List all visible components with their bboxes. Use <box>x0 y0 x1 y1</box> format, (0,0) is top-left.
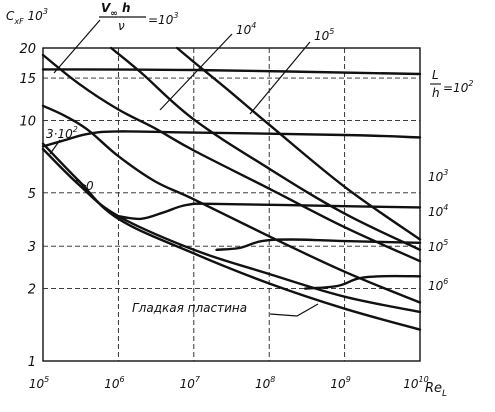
label-lh4-exp: 4 <box>443 203 448 212</box>
series-line-Lh_1e6 <box>304 274 422 290</box>
y-tick-label: 20 <box>19 42 36 57</box>
curves <box>41 46 422 331</box>
label-vh-nu: ν <box>118 19 125 33</box>
svg-text:ReL: ReL <box>425 381 447 399</box>
label-lh-1e4: 104 <box>428 203 448 219</box>
y-axis-title-exp: 3 <box>43 7 48 16</box>
label-vh3-three: 3·10 <box>46 127 73 141</box>
label-vh-eq: =10 <box>148 13 174 27</box>
svg-text:=102: =102 <box>443 79 473 95</box>
label-vh-1e4: 104 <box>236 21 256 37</box>
svg-text:103: 103 <box>428 168 448 184</box>
annotation-smooth-plate: Гладкая пластина <box>132 301 247 315</box>
x-axis-title-re: Re <box>425 381 442 396</box>
label-vh4-ten: 10 <box>236 23 252 37</box>
label-vh3-exp: 2 <box>73 125 78 134</box>
label-vh-3e2: 3·102 <box>46 125 78 141</box>
x-tick-label: 109 <box>330 375 350 391</box>
svg-text:105: 105 <box>314 27 334 43</box>
leader-vh-0 <box>75 179 87 187</box>
leader-vh-1e3 <box>53 19 101 74</box>
series-line-Vh_1e4 <box>109 46 422 251</box>
y-tick-label: 10 <box>19 114 36 129</box>
x-tick-label: 1010 <box>403 375 428 391</box>
label-lh3-exp: 3 <box>443 168 448 177</box>
label-vh-eq-exp: 3 <box>173 11 178 20</box>
label-lh4-ten: 10 <box>428 205 444 219</box>
svg-text:105: 105 <box>428 238 448 254</box>
leader-vh-3e2 <box>49 139 61 155</box>
label-lh-eq: =10 <box>443 81 469 95</box>
svg-text:3·102: 3·102 <box>46 125 78 141</box>
x-tick-label: 105 <box>29 375 49 391</box>
x-tick-label: 107 <box>180 375 201 391</box>
label-lh-L: L <box>432 68 439 82</box>
label-vh-h: h <box>118 1 131 15</box>
label-vh-0: 0 <box>86 179 94 193</box>
label-vh-v: V <box>101 1 112 15</box>
svg-text:CxF 103: CxF 103 <box>6 7 48 26</box>
leader-smooth <box>269 303 319 317</box>
y-axis-title-sub: xF <box>13 17 24 26</box>
plot-frame <box>42 47 421 362</box>
label-lh-eq-exp: 2 <box>468 79 473 88</box>
y-tick-label: 2 <box>28 283 36 298</box>
svg-text:=103: =103 <box>148 11 178 27</box>
y-axis-title-10: 10 <box>24 9 43 23</box>
label-lh5-exp: 5 <box>443 238 448 247</box>
label-vh5-ten: 10 <box>314 29 330 43</box>
label-lh-1e2: L h =102 <box>430 68 473 100</box>
leader-vh-1e5 <box>249 41 311 115</box>
series-line-Vh_0 <box>41 147 422 314</box>
leader-vh-1e4 <box>159 33 233 111</box>
y-tick-label: 5 <box>28 187 36 202</box>
y-tick-label: 15 <box>19 72 36 87</box>
y-tick-label: 3 <box>28 240 36 255</box>
label-vh-1e5: 105 <box>314 27 334 43</box>
label-lh-1e6: 106 <box>428 277 448 293</box>
x-tick-label: 106 <box>104 375 124 391</box>
label-vh0-text: 0 <box>86 179 94 193</box>
series-line-Vh_3e2 <box>41 104 422 304</box>
series-line-Lh_1e3 <box>41 130 422 148</box>
x-tick-label: 108 <box>255 375 275 391</box>
label-lh-h: h <box>432 86 440 100</box>
label-vh4-exp: 4 <box>251 21 256 30</box>
svg-text:104: 104 <box>428 203 448 219</box>
label-vh-v-sub: ∞ <box>110 9 118 19</box>
series-line-Lh_1e2 <box>41 68 422 76</box>
x-axis-title: ReL <box>425 381 447 399</box>
label-lh5-ten: 10 <box>428 240 444 254</box>
label-lh3-ten: 10 <box>428 170 444 184</box>
series-line-smooth_plate <box>41 142 422 331</box>
svg-text:104: 104 <box>236 21 256 37</box>
svg-text:106: 106 <box>428 277 448 293</box>
y-tick-label: 1 <box>28 355 36 370</box>
label-lh-1e5: 105 <box>428 238 448 254</box>
label-vh-1e3: V∞ h ν =103 <box>99 1 178 33</box>
label-vh5-exp: 5 <box>329 27 334 36</box>
y-axis-title-c: C <box>6 9 15 23</box>
x-axis-title-sub: L <box>442 389 447 399</box>
label-lh-1e3: 103 <box>428 168 448 184</box>
series-line-Lh_1e4 <box>117 202 422 221</box>
series-line-Vh_1e5 <box>175 46 422 241</box>
label-lh6-ten: 10 <box>428 279 444 293</box>
series-line-Vh_1e3 <box>41 53 422 263</box>
y-axis-title: CxF 103 <box>6 7 48 26</box>
svg-text:V∞ h: V∞ h <box>101 1 131 19</box>
series-line-Lh_1e5 <box>215 238 422 251</box>
label-lh6-exp: 6 <box>443 277 448 286</box>
